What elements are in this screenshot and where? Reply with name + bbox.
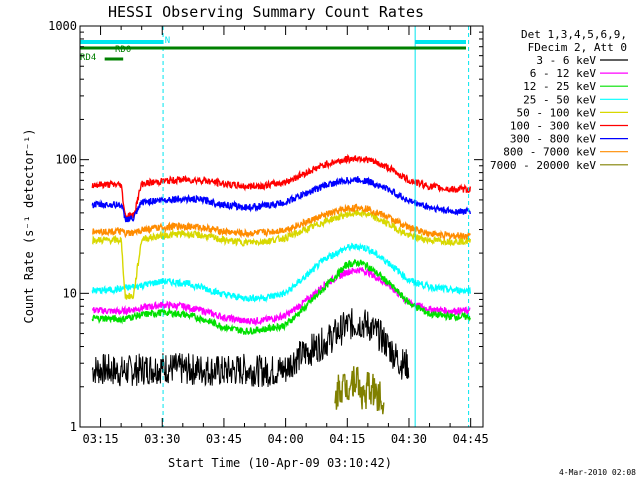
series-line-6-12-kev xyxy=(91,267,471,327)
series-line-3-6-kev xyxy=(91,308,410,388)
x-tick-label: 03:45 xyxy=(206,432,242,446)
marker-label-n: N xyxy=(165,36,170,46)
x-axis-label: Start Time (10-Apr-09 03:10:42) xyxy=(168,456,392,470)
legend-header-line-2: FDecim 2, Att 0 xyxy=(528,41,627,54)
series-line-300-800-kev xyxy=(91,176,471,223)
chart-title: HESSI Observing Summary Count Rates xyxy=(108,3,424,21)
marker-layer: N RD0 RD4 xyxy=(80,26,470,427)
legend-header-line-1: Det 1,3,4,5,6,9, xyxy=(521,28,627,41)
legend-entry-label: 7000 - 20000 keV xyxy=(490,159,596,172)
y-tick-label: 100 xyxy=(55,153,77,167)
x-tick-label: 04:15 xyxy=(329,432,365,446)
legend-entry-label: 50 - 100 keV xyxy=(517,106,597,119)
series-line-800-7000-kev xyxy=(92,203,471,242)
marker-label-rd4: RD4 xyxy=(80,53,96,63)
tick-layer: 1 10 100 1000 03:15 03:30 03:45 04:00 04:15 04:30… xyxy=(48,19,489,446)
x-tick-label: 04:30 xyxy=(391,432,427,446)
plot-area: N RD0 RD4 1 10 100 1000 03:15 03:30 03:45 04:00 04… xyxy=(48,19,489,446)
series-layer xyxy=(91,153,471,415)
footer-date: 4-Mar-2010 02:08 xyxy=(559,468,636,477)
series-line-25-50-kev xyxy=(91,242,471,303)
legend-entry-label: 25 - 50 keV xyxy=(523,93,596,106)
series-line-50-100-kev xyxy=(92,209,471,300)
legend-entry-label: 6 - 12 keV xyxy=(530,67,597,80)
x-tick-label: 03:30 xyxy=(144,432,180,446)
y-tick-label: 10 xyxy=(63,286,77,300)
y-tick-label: 1 xyxy=(70,420,77,434)
legend-entry-label: 12 - 25 keV xyxy=(523,80,596,93)
plot-frame xyxy=(79,25,484,428)
legend-entry-label: 800 - 7000 keV xyxy=(503,146,596,159)
x-tick-label: 03:15 xyxy=(82,432,118,446)
legend-entry-label: 100 - 300 keV xyxy=(510,120,596,133)
series-line-12-25-kev xyxy=(91,258,471,336)
x-tick-label: 04:45 xyxy=(453,432,489,446)
y-tick-label: 1000 xyxy=(48,19,77,33)
x-tick-label: 04:00 xyxy=(268,432,304,446)
legend-entry-label: 3 - 6 keV xyxy=(536,54,596,67)
y-axis-label: Count Rate (s⁻¹ detector⁻¹) xyxy=(22,128,36,323)
series-line-7000-20000-kev xyxy=(334,366,385,415)
legend-entry-label: 300 - 800 keV xyxy=(510,133,596,146)
legend: Det 1,3,4,5,6,9, FDecim 2, Att 0 3 - 6 k… xyxy=(490,28,628,172)
series-line-100-300-kev xyxy=(91,153,471,221)
marker-label-rd0: RD0 xyxy=(115,45,131,55)
